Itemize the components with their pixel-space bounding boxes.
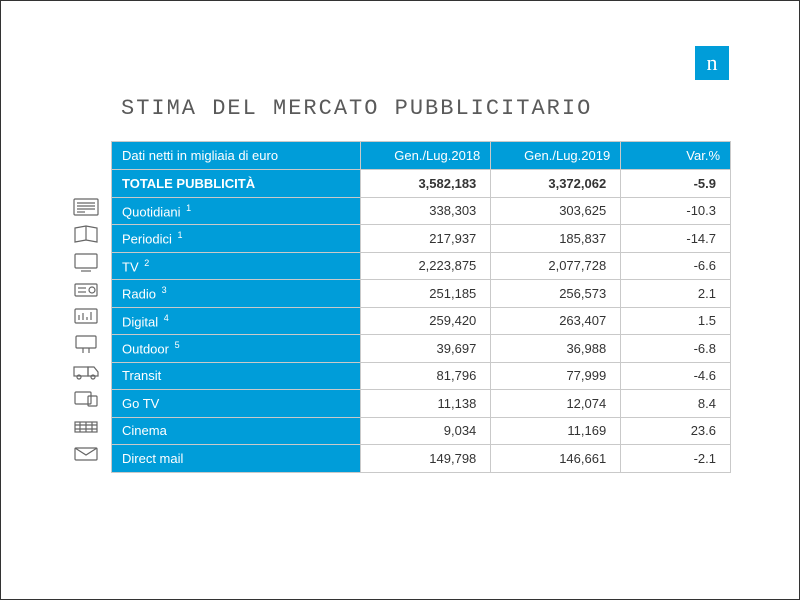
row-2018: 2,223,875	[361, 252, 491, 280]
icon-column	[61, 141, 111, 468]
row-var: -4.6	[621, 362, 731, 390]
table-row: Direct mail149,798146,661-2.1	[112, 445, 731, 473]
row-var: -6.6	[621, 252, 731, 280]
row-2018: 338,303	[361, 197, 491, 225]
table-row: Go TV11,13812,0748.4	[112, 390, 731, 418]
total-label: TOTALE PUBBLICITÀ	[112, 170, 361, 198]
row-2019: 2,077,728	[491, 252, 621, 280]
table-row: TV 22,223,8752,077,728-6.6	[112, 252, 731, 280]
row-var: -6.8	[621, 335, 731, 363]
table-row: Quotidiani 1338,303303,625-10.3	[112, 197, 731, 225]
col-2018: Gen./Lug.2018	[361, 142, 491, 170]
brand-logo: n	[695, 46, 729, 80]
tv-icon	[73, 248, 99, 276]
table-wrap: Dati netti in migliaia di euro Gen./Lug.…	[61, 141, 739, 473]
gotv-icon	[73, 386, 99, 414]
row-2019: 77,999	[491, 362, 621, 390]
outdoor-icon	[73, 331, 99, 359]
row-2019: 256,573	[491, 280, 621, 308]
total-2019: 3,372,062	[491, 170, 621, 198]
total-row: TOTALE PUBBLICITÀ 3,582,183 3,372,062 -5…	[112, 170, 731, 198]
row-var: 8.4	[621, 390, 731, 418]
radio-icon	[73, 276, 99, 304]
row-2019: 303,625	[491, 197, 621, 225]
row-2018: 149,798	[361, 445, 491, 473]
digital-icon	[73, 303, 99, 331]
row-2019: 12,074	[491, 390, 621, 418]
table-row: Periodici 1217,937185,837-14.7	[112, 225, 731, 253]
row-var: 23.6	[621, 417, 731, 445]
row-2019: 36,988	[491, 335, 621, 363]
row-label: Radio 3	[112, 280, 361, 308]
row-var: -2.1	[621, 445, 731, 473]
transit-icon	[72, 358, 100, 386]
row-label: Periodici 1	[112, 225, 361, 253]
row-label: Direct mail	[112, 445, 361, 473]
mail-icon	[73, 441, 99, 469]
row-label: Outdoor 5	[112, 335, 361, 363]
row-2018: 217,937	[361, 225, 491, 253]
row-var: 2.1	[621, 280, 731, 308]
newspaper-icon	[73, 193, 99, 221]
subtitle-cell: Dati netti in migliaia di euro	[112, 142, 361, 170]
row-2018: 39,697	[361, 335, 491, 363]
table-row: Radio 3251,185256,5732.1	[112, 280, 731, 308]
header-row: Dati netti in migliaia di euro Gen./Lug.…	[112, 142, 731, 170]
row-2018: 9,034	[361, 417, 491, 445]
table-row: Transit81,79677,999-4.6	[112, 362, 731, 390]
row-2018: 11,138	[361, 390, 491, 418]
row-label: Quotidiani 1	[112, 197, 361, 225]
row-2019: 11,169	[491, 417, 621, 445]
row-label: TV 2	[112, 252, 361, 280]
table-row: Cinema9,03411,16923.6	[112, 417, 731, 445]
row-2018: 259,420	[361, 307, 491, 335]
row-var: -14.7	[621, 225, 731, 253]
table-row: Digital 4259,420263,4071.5	[112, 307, 731, 335]
row-label: Go TV	[112, 390, 361, 418]
total-var: -5.9	[621, 170, 731, 198]
col-2019: Gen./Lug.2019	[491, 142, 621, 170]
table-row: Outdoor 539,69736,988-6.8	[112, 335, 731, 363]
row-2019: 263,407	[491, 307, 621, 335]
row-var: 1.5	[621, 307, 731, 335]
cinema-icon	[73, 413, 99, 441]
row-label: Cinema	[112, 417, 361, 445]
row-2019: 146,661	[491, 445, 621, 473]
content-area: STIMA DEL MERCATO PUBBLICITARIO	[61, 96, 739, 473]
page-title: STIMA DEL MERCATO PUBBLICITARIO	[121, 96, 739, 121]
row-2019: 185,837	[491, 225, 621, 253]
row-var: -10.3	[621, 197, 731, 225]
data-table: Dati netti in migliaia di euro Gen./Lug.…	[111, 141, 731, 473]
row-label: Digital 4	[112, 307, 361, 335]
col-var: Var.%	[621, 142, 731, 170]
row-2018: 81,796	[361, 362, 491, 390]
magazine-icon	[73, 221, 99, 249]
total-2018: 3,582,183	[361, 170, 491, 198]
row-label: Transit	[112, 362, 361, 390]
row-2018: 251,185	[361, 280, 491, 308]
